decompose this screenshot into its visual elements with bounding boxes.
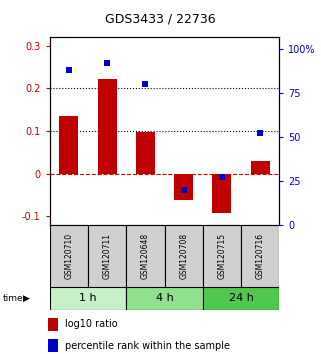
Text: time: time <box>3 294 24 303</box>
Bar <box>50 225 88 287</box>
Point <box>143 81 148 87</box>
Bar <box>126 225 164 287</box>
Text: 4 h: 4 h <box>156 293 173 303</box>
Bar <box>98 79 117 173</box>
Bar <box>251 161 270 173</box>
Text: GSM120648: GSM120648 <box>141 233 150 279</box>
Bar <box>164 225 203 287</box>
Bar <box>48 339 58 352</box>
Point <box>219 175 224 180</box>
Bar <box>174 173 193 200</box>
Bar <box>126 287 203 310</box>
Text: GSM120708: GSM120708 <box>179 233 188 279</box>
Text: 1 h: 1 h <box>79 293 97 303</box>
Bar <box>241 225 279 287</box>
Text: log10 ratio: log10 ratio <box>65 319 118 329</box>
Text: GSM120711: GSM120711 <box>103 233 112 279</box>
Bar <box>48 318 58 331</box>
Text: 24 h: 24 h <box>229 293 254 303</box>
Text: GDS3433 / 22736: GDS3433 / 22736 <box>105 12 216 25</box>
Point <box>181 187 186 193</box>
Bar <box>50 287 126 310</box>
Point <box>105 60 110 66</box>
Bar <box>136 132 155 173</box>
Bar <box>59 116 78 173</box>
Text: percentile rank within the sample: percentile rank within the sample <box>65 341 230 350</box>
Text: GSM120716: GSM120716 <box>256 233 265 279</box>
Text: ▶: ▶ <box>23 294 30 303</box>
Text: GSM120715: GSM120715 <box>217 233 226 279</box>
Point <box>257 131 263 136</box>
Text: GSM120710: GSM120710 <box>65 233 74 279</box>
Point <box>66 67 72 73</box>
Bar <box>203 225 241 287</box>
Bar <box>88 225 126 287</box>
Bar <box>212 173 231 213</box>
Bar <box>203 287 279 310</box>
